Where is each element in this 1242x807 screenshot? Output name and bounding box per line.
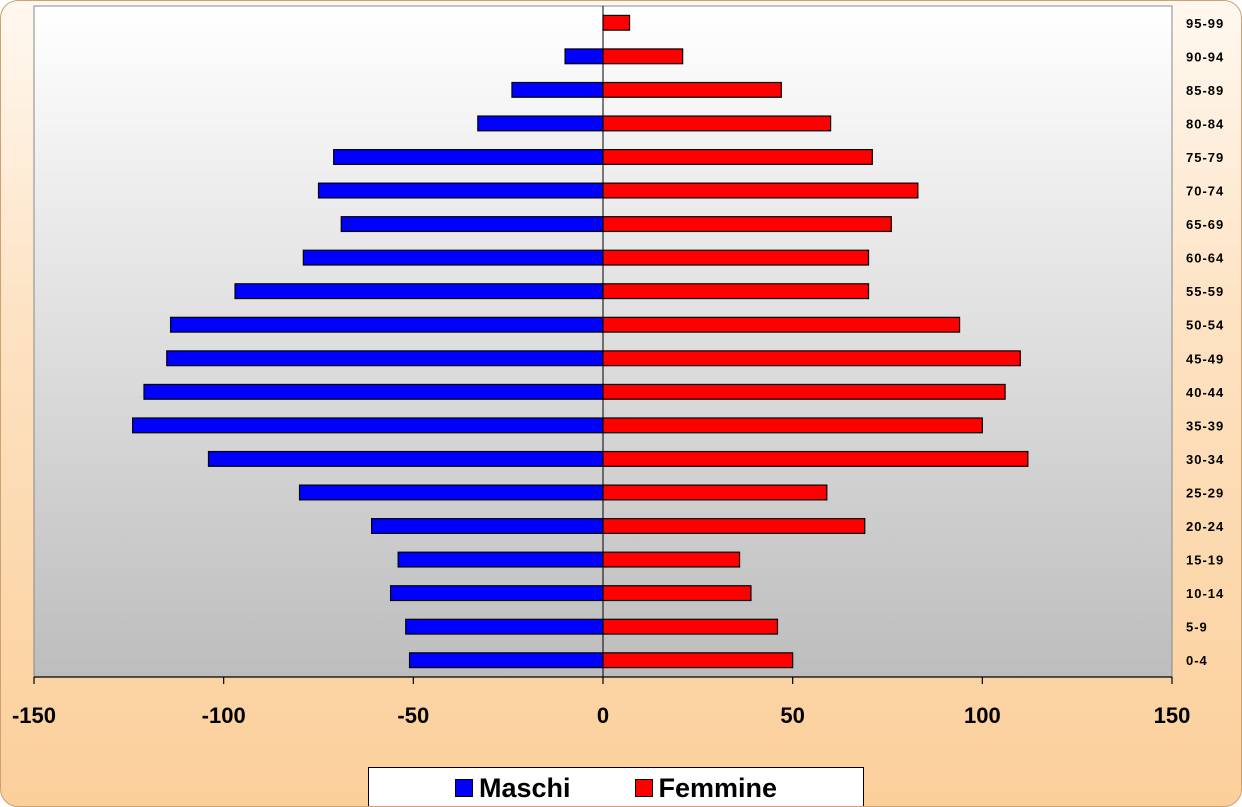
bar-maschi-65-69 xyxy=(340,216,604,233)
y-category-label: 45-49 xyxy=(1186,351,1224,366)
y-category-label: 10-14 xyxy=(1186,586,1224,601)
bar-femmine-60-64 xyxy=(602,249,870,266)
bar-maschi-60-64 xyxy=(302,249,604,266)
y-category-label: 90-94 xyxy=(1186,49,1224,64)
legend-item-femmine: Femmine xyxy=(634,772,778,804)
y-category-label: 5-9 xyxy=(1186,620,1208,635)
bar-femmine-50-54 xyxy=(602,316,961,333)
bar-maschi-40-44 xyxy=(143,383,604,400)
bar-maschi-10-14 xyxy=(389,585,604,602)
legend-item-maschi: Maschi xyxy=(454,772,571,804)
bar-femmine-30-34 xyxy=(602,450,1029,467)
y-category-label: 15-19 xyxy=(1186,553,1224,568)
bar-maschi-20-24 xyxy=(371,518,604,535)
y-category-label: 35-39 xyxy=(1186,418,1224,433)
x-tick-label: 50 xyxy=(780,703,804,728)
x-tick-label: 150 xyxy=(1154,703,1191,728)
bar-maschi-80-84 xyxy=(477,115,604,132)
bar-femmine-55-59 xyxy=(602,283,870,300)
bar-maschi-35-39 xyxy=(132,417,604,434)
x-tick-label: -100 xyxy=(202,703,246,728)
x-tick-label: 0 xyxy=(597,703,609,728)
y-category-label: 65-69 xyxy=(1186,217,1224,232)
y-category-label: 30-34 xyxy=(1186,452,1224,467)
legend: Maschi Femmine xyxy=(368,767,864,806)
bar-femmine-95-99 xyxy=(602,14,631,31)
bar-femmine-90-94 xyxy=(602,48,684,65)
bar-maschi-75-79 xyxy=(333,148,604,165)
bar-maschi-55-59 xyxy=(234,283,604,300)
y-category-label: 0-4 xyxy=(1186,653,1208,668)
y-category-label: 95-99 xyxy=(1186,16,1224,31)
bar-maschi-0-4 xyxy=(408,652,604,669)
bar-femmine-5-9 xyxy=(602,618,779,635)
bar-femmine-85-89 xyxy=(602,81,782,98)
y-category-label: 20-24 xyxy=(1186,519,1224,534)
bar-maschi-70-74 xyxy=(317,182,604,199)
bar-femmine-70-74 xyxy=(602,182,919,199)
y-category-label: 70-74 xyxy=(1186,184,1224,199)
legend-label-femmine: Femmine xyxy=(658,772,778,803)
y-category-label: 80-84 xyxy=(1186,116,1224,131)
bar-femmine-0-4 xyxy=(602,652,794,669)
bar-maschi-30-34 xyxy=(207,450,604,467)
x-tick-label: -50 xyxy=(397,703,429,728)
x-tick-label: 100 xyxy=(964,703,1001,728)
legend-swatch-maschi xyxy=(454,779,473,797)
x-tick-label: -150 xyxy=(12,703,56,728)
bar-maschi-90-94 xyxy=(564,48,604,65)
y-category-label: 55-59 xyxy=(1186,284,1224,299)
bar-maschi-15-19 xyxy=(397,551,604,568)
y-category-label: 40-44 xyxy=(1186,385,1224,400)
y-category-label: 25-29 xyxy=(1186,485,1224,500)
bar-maschi-85-89 xyxy=(511,81,604,98)
bar-femmine-45-49 xyxy=(602,350,1021,367)
bar-femmine-80-84 xyxy=(602,115,832,132)
bar-femmine-40-44 xyxy=(602,383,1006,400)
y-category-label: 60-64 xyxy=(1186,251,1224,266)
bar-maschi-5-9 xyxy=(405,618,604,635)
bar-femmine-15-19 xyxy=(602,551,741,568)
bar-maschi-45-49 xyxy=(166,350,604,367)
y-category-label: 75-79 xyxy=(1186,150,1224,165)
y-category-label: 50-54 xyxy=(1186,318,1224,333)
bar-femmine-65-69 xyxy=(602,216,892,233)
bar-femmine-35-39 xyxy=(602,417,983,434)
bar-maschi-25-29 xyxy=(298,484,604,501)
bar-femmine-25-29 xyxy=(602,484,828,501)
bar-femmine-10-14 xyxy=(602,585,752,602)
legend-swatch-femmine xyxy=(634,779,653,797)
bar-maschi-50-54 xyxy=(169,316,604,333)
y-category-label: 85-89 xyxy=(1186,83,1224,98)
bar-femmine-75-79 xyxy=(602,148,873,165)
bar-femmine-20-24 xyxy=(602,518,866,535)
legend-label-maschi: Maschi xyxy=(478,772,571,803)
